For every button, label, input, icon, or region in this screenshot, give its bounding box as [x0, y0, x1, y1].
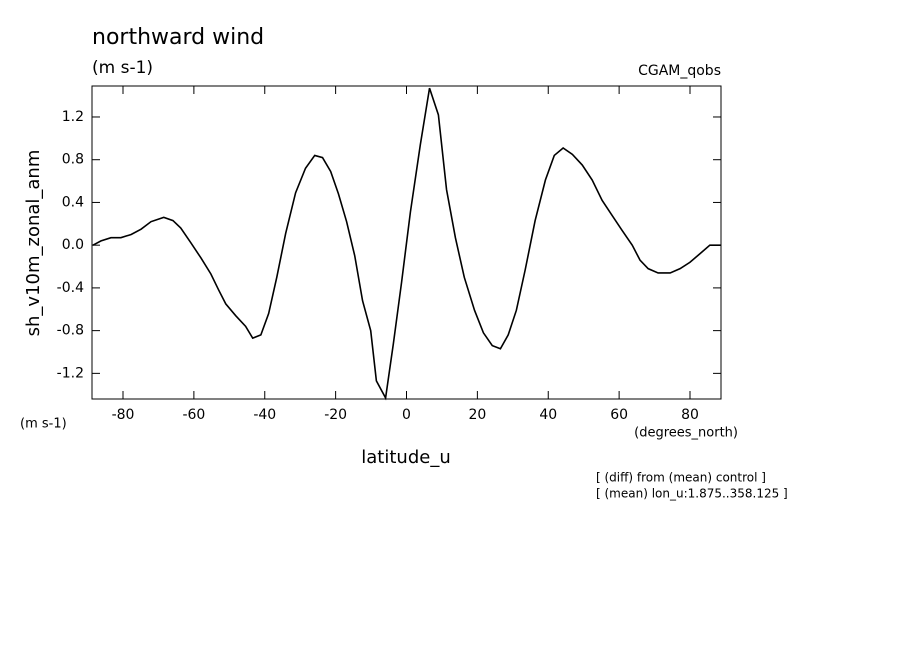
x-tick-label: 40 [539, 407, 557, 423]
x-tick-label: -20 [324, 407, 347, 423]
y-tick-label: 0.0 [62, 237, 84, 253]
x-units: (degrees_north) [634, 426, 738, 441]
note: [ (mean) lon_u:1.875..358.125 ] [596, 487, 788, 501]
source-label: CGAM_qobs [638, 63, 721, 79]
y-tick-label: -0.4 [57, 280, 84, 296]
y-tick-label: 0.4 [62, 194, 84, 210]
y-units: (m s-1) [20, 417, 67, 432]
chart-title: northward wind [92, 25, 264, 50]
chart-subtitle: (m s-1) [92, 58, 153, 78]
data-line [92, 87, 721, 401]
y-tick-label: 1.2 [62, 109, 84, 125]
y-tick-label: 0.8 [62, 152, 84, 168]
y-axis-label: sh_v10m_zonal_anm [23, 150, 44, 337]
x-tick-label: -40 [253, 407, 276, 423]
x-axis-label: latitude_u [361, 447, 450, 468]
y-tick-label: -1.2 [57, 365, 84, 381]
x-tick-label: -60 [182, 407, 205, 423]
x-tick-label: -80 [112, 407, 135, 423]
x-tick-label: 80 [681, 407, 699, 423]
note: [ (diff) from (mean) control ] [596, 471, 766, 485]
x-tick-label: 0 [402, 407, 411, 423]
x-tick-label: 20 [468, 407, 486, 423]
y-tick-label: -0.8 [57, 323, 84, 339]
x-tick-label: 60 [610, 407, 628, 423]
